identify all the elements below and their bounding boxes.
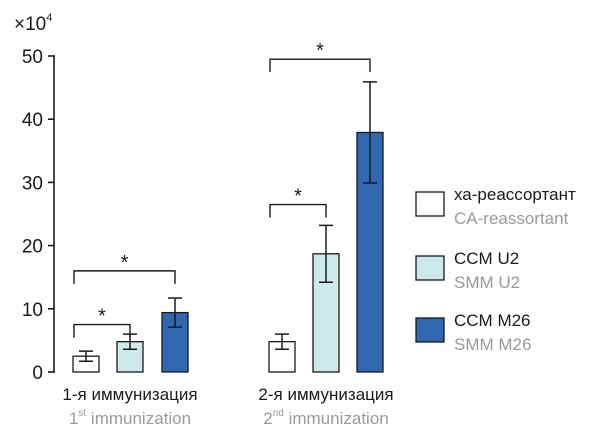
bars: [72, 81, 384, 373]
category-label-en-superscript: st: [78, 408, 86, 419]
legend-swatch: [415, 255, 445, 281]
category-label-ru: 2-я иммунизация: [258, 385, 393, 404]
legend-swatch: [415, 317, 445, 343]
legend-label-ru: CCM U2: [454, 249, 519, 268]
category-label-en-superscript: nd: [273, 408, 284, 419]
category-label-en: 1st immunization: [69, 408, 191, 428]
legend-label-ru: ха-реассортант: [454, 185, 576, 204]
y-multiplier-exponent: 4: [46, 12, 52, 24]
y-tick-label: 30: [22, 173, 43, 194]
category-label-en-text: immunization: [284, 409, 389, 428]
legend-label-en: SMM U2: [454, 273, 520, 292]
y-multiplier-base: ×10: [14, 14, 46, 35]
category-labels: 1-я иммунизация 1st immunization 2-я иммун…: [62, 385, 393, 428]
category-label-en: 2nd immunization: [263, 408, 388, 428]
significance-star: *: [121, 252, 129, 274]
legend-label-en: SMM M26: [454, 335, 531, 354]
y-tick-label: 40: [22, 110, 43, 131]
y-tick-label: 0: [32, 363, 43, 384]
significance-bracket: [73, 323, 131, 338]
legend-label-ru: CCM M26: [454, 311, 531, 330]
significance-bracket: [73, 270, 176, 284]
category-label-en-number: 1: [69, 409, 78, 428]
bar: [312, 253, 340, 373]
y-tick-label: 50: [22, 47, 43, 68]
significance-star: *: [316, 40, 324, 62]
significance-bracket: [269, 203, 327, 218]
legend-swatch: [415, 191, 445, 217]
legend-label-en: CA-reassortant: [454, 209, 569, 228]
category-label-en-number: 2: [263, 409, 272, 428]
significance-brackets: * * * *: [73, 40, 371, 338]
y-tick-label: 10: [22, 300, 43, 321]
significance-bracket: [269, 58, 371, 73]
category-label-en-text: immunization: [86, 409, 191, 428]
y-multiplier-label: ×104: [14, 12, 52, 35]
y-tick-label: 20: [22, 237, 43, 258]
y-axis: 0 10 20 30 40 50: [22, 47, 55, 384]
bar: [161, 311, 189, 373]
category-label-ru: 1-я иммунизация: [62, 385, 197, 404]
significance-star: *: [294, 186, 302, 208]
significance-star: *: [98, 306, 106, 328]
legend: ха-реассортант CA-reassortant CCM U2 SMM U2…: [415, 185, 576, 354]
